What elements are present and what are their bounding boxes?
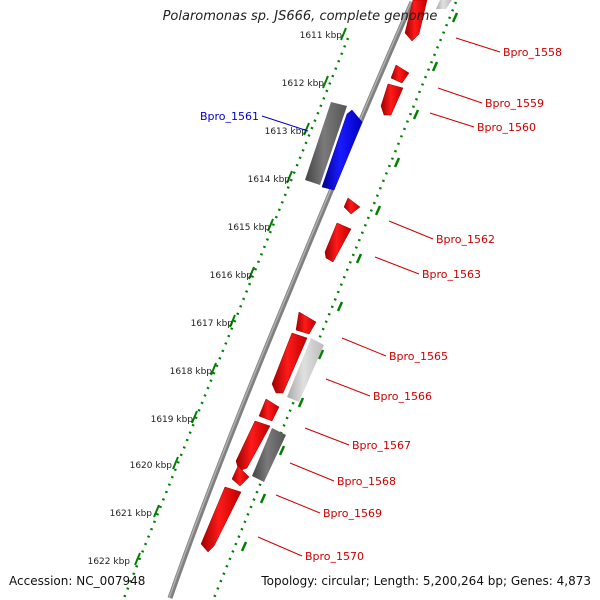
label-leaders <box>257 37 501 557</box>
gene-feature-bpro-1561[interactable] <box>321 109 363 191</box>
gene-label-bpro-1560[interactable]: Bpro_1560 <box>477 121 536 134</box>
ruler-tick <box>229 314 236 328</box>
gene-labels: Bpro_1558 Bpro_1559 Bpro_1560 Bpro_1561 … <box>200 46 562 563</box>
gene-features <box>200 0 452 553</box>
gene-feature-gray[interactable] <box>305 102 347 185</box>
leader-bpro-1568 <box>289 462 335 482</box>
gene-label-bpro-1570[interactable]: Bpro_1570 <box>305 550 364 563</box>
gene-feature-bpro-1570[interactable] <box>200 486 242 553</box>
gene-feature-gray[interactable] <box>252 428 286 482</box>
gene-label-bpro-1566[interactable]: Bpro_1566 <box>373 390 432 403</box>
gene-feature-bpro-1558[interactable] <box>404 0 428 42</box>
ruler-tick-label: 1613 kbp <box>265 127 308 137</box>
leader-bpro-1560 <box>429 112 475 128</box>
gene-feature-bpro-1567[interactable] <box>258 398 280 422</box>
right-track-tick <box>355 253 363 264</box>
genome-backbone-highlight <box>168 1 412 599</box>
gene-feature-bpro-1569[interactable] <box>231 465 250 487</box>
gene-feature-bpro-1563[interactable] <box>324 222 352 263</box>
gene-label-bpro-1558[interactable]: Bpro_1558 <box>503 46 562 59</box>
right-track-tick <box>336 301 344 312</box>
right-track-tick <box>374 205 382 216</box>
ruler-tick-label: 1620 kbp <box>130 461 173 471</box>
leader-bpro-1569 <box>275 494 321 514</box>
ruler-tick <box>172 456 179 470</box>
genome-backbone <box>167 0 415 599</box>
ruler-tick <box>153 504 160 518</box>
leader-bpro-1570 <box>257 536 303 557</box>
right-track-tick <box>278 445 286 456</box>
accession-label: Accession: NC_007948 <box>9 574 146 588</box>
leader-bpro-1561 <box>261 115 309 132</box>
ruler-tick <box>134 552 141 566</box>
right-dotted-track <box>212 1 458 599</box>
gene-feature-light[interactable] <box>436 0 452 9</box>
leader-bpro-1567 <box>304 427 350 446</box>
gene-label-bpro-1559[interactable]: Bpro_1559 <box>485 97 544 110</box>
topology-label: Topology: circular; Length: 5,200,264 bp… <box>261 574 591 588</box>
gene-feature-bpro-1559[interactable] <box>390 64 410 84</box>
ruler-tick-label: 1612 kbp <box>282 79 325 89</box>
gene-feature-bpro-1562[interactable] <box>343 197 361 215</box>
right-track-tick <box>240 541 248 552</box>
gene-feature-light[interactable] <box>287 338 324 402</box>
ruler-tick-label: 1616 kbp <box>210 271 253 281</box>
leader-bpro-1563 <box>374 256 420 275</box>
right-track-tick <box>431 61 439 72</box>
gene-label-bpro-1569[interactable]: Bpro_1569 <box>323 507 382 520</box>
ruler-tick <box>286 170 293 184</box>
leader-bpro-1559 <box>437 87 483 104</box>
ruler-tick <box>340 27 347 41</box>
gene-feature-bpro-1565[interactable] <box>295 311 317 335</box>
ruler-tick <box>248 266 255 280</box>
gene-label-bpro-1565[interactable]: Bpro_1565 <box>389 350 448 363</box>
ruler-tick-label: 1618 kbp <box>170 367 213 377</box>
gene-feature-bpro-1560[interactable] <box>380 83 404 116</box>
leader-bpro-1558 <box>455 37 501 53</box>
gene-label-bpro-1567[interactable]: Bpro_1567 <box>352 439 411 452</box>
right-track-tick <box>317 349 325 360</box>
leader-bpro-1566 <box>325 378 371 397</box>
gene-label-bpro-1562[interactable]: Bpro_1562 <box>436 233 495 246</box>
ruler-tick <box>322 75 329 89</box>
right-track-tick <box>412 109 420 120</box>
map-title: Polaromonas sp. JS666, complete genome <box>162 9 438 24</box>
ruler-tick-label: 1619 kbp <box>151 415 194 425</box>
ruler-tick <box>303 122 310 136</box>
right-track-tick <box>259 493 267 504</box>
ruler-tick-label: 1615 kbp <box>228 223 271 233</box>
ruler-tick-label: 1611 kbp <box>300 31 343 41</box>
gene-feature-bpro-1566[interactable] <box>271 332 308 394</box>
ruler: 1611 kbp 1612 kbp 1613 kbp 1614 kbp 1615… <box>88 27 347 567</box>
right-track-ticks <box>240 12 459 552</box>
ruler-tick <box>191 410 198 424</box>
ruler-tick <box>210 362 217 376</box>
gene-label-bpro-1568[interactable]: Bpro_1568 <box>337 475 396 488</box>
ruler-tick <box>267 218 274 232</box>
ruler-tick-label: 1622 kbp <box>88 557 131 567</box>
ruler-tick-label: 1617 kbp <box>191 319 234 329</box>
ruler-tick-label: 1621 kbp <box>110 509 153 519</box>
gene-feature-bpro-1568[interactable] <box>235 420 271 472</box>
gene-label-bpro-1563[interactable]: Bpro_1563 <box>422 268 481 281</box>
right-track-tick <box>297 397 305 408</box>
leader-bpro-1562 <box>388 220 434 240</box>
right-track-tick <box>393 157 401 168</box>
leader-bpro-1565 <box>341 337 387 357</box>
ruler-tick-label: 1614 kbp <box>248 175 291 185</box>
right-track-tick <box>451 12 459 23</box>
gene-label-bpro-1561[interactable]: Bpro_1561 <box>200 110 259 123</box>
